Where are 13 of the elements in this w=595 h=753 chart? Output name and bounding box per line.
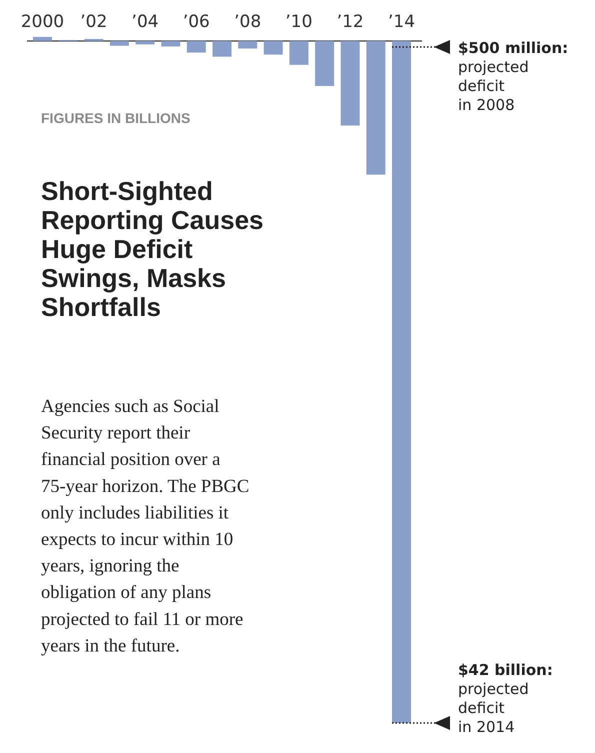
x-tick-label: ’04: [132, 12, 159, 32]
x-tick-label: 2000: [20, 12, 64, 32]
text: Agencies such as Social Security report their financial position over a 75-year horizon. The PBGC only includes liabilities it expects to incur within 10 years, ignoring the obligation of any plans projected to fail 11 or more years in the future.: [41, 397, 250, 656]
text: Short-Sighted Reporting Causes Huge Deficit Swings, Masks Shortfalls: [41, 176, 264, 322]
x-tick-label: ’08: [234, 12, 262, 32]
x-tick-label: ’02: [80, 12, 108, 32]
text: FIGURES IN BILLIONS: [41, 110, 190, 126]
x-tick-label: ’06: [182, 12, 210, 32]
x-tick-label: ’14: [388, 12, 416, 32]
x-tick-label: ’12: [336, 12, 364, 32]
x-tick-label: ’10: [285, 12, 312, 32]
text: $500 million: projected deficit in 2008: [458, 39, 568, 114]
text: $42 billion: projected deficit in 2014: [458, 661, 553, 736]
